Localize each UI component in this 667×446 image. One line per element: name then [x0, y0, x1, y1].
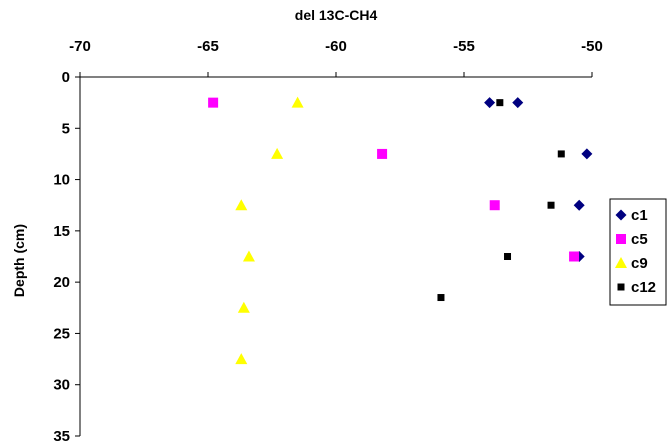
legend-label-c5: c5: [631, 231, 648, 248]
x-tick-label: -55: [453, 38, 475, 55]
y-tick-label: 35: [53, 428, 70, 445]
y-axis-title: Depth (cm): [11, 224, 27, 297]
plot-points: [208, 96, 593, 365]
point-c5: [208, 97, 219, 108]
point-c1: [484, 97, 496, 109]
point-c9: [235, 199, 248, 211]
y-axis: 0 5 10 15 20 25 30 35: [53, 69, 81, 445]
point-c5: [489, 200, 500, 211]
legend-label-c9: c9: [631, 255, 648, 272]
x-tick-label: -60: [325, 38, 347, 55]
point-c12: [557, 150, 565, 158]
point-c9: [242, 250, 255, 262]
point-c12: [547, 201, 555, 209]
point-c1: [581, 148, 593, 160]
y-tick-label: 30: [53, 377, 70, 394]
legend-label-c12: c12: [631, 279, 656, 296]
legend-label-c1: c1: [631, 207, 648, 224]
x-tick-label: -50: [581, 38, 603, 55]
y-tick-label: 0: [62, 69, 70, 86]
point-c9: [235, 353, 248, 365]
y-tick-label: 25: [53, 325, 70, 342]
x-axis-title: del 13C-CH4: [295, 7, 378, 23]
point-c9: [291, 96, 304, 108]
y-tick-label: 15: [53, 223, 70, 240]
y-tick-label: 5: [62, 120, 70, 137]
x-axis: -70 -65 -60 -55 -50: [69, 38, 603, 78]
x-tick-label: -65: [197, 38, 219, 55]
point-c12: [437, 294, 445, 302]
point-c5: [377, 148, 388, 159]
x-tick-label: -70: [69, 38, 91, 55]
y-tick-label: 20: [53, 274, 70, 291]
point-c12: [504, 253, 512, 260]
legend-marker-c9: [615, 257, 627, 268]
point-c9: [237, 301, 250, 313]
legend-marker-c5: [616, 234, 626, 244]
point-c1: [512, 97, 524, 109]
legend-marker-c12: [617, 283, 625, 291]
point-c5: [569, 251, 580, 262]
point-c9: [271, 147, 284, 159]
point-c1: [573, 199, 585, 211]
legend-marker-c1: [615, 209, 627, 221]
legend: c1 c5 c9 c12: [609, 198, 667, 306]
point-c12: [496, 99, 504, 107]
y-tick-label: 10: [53, 172, 70, 189]
